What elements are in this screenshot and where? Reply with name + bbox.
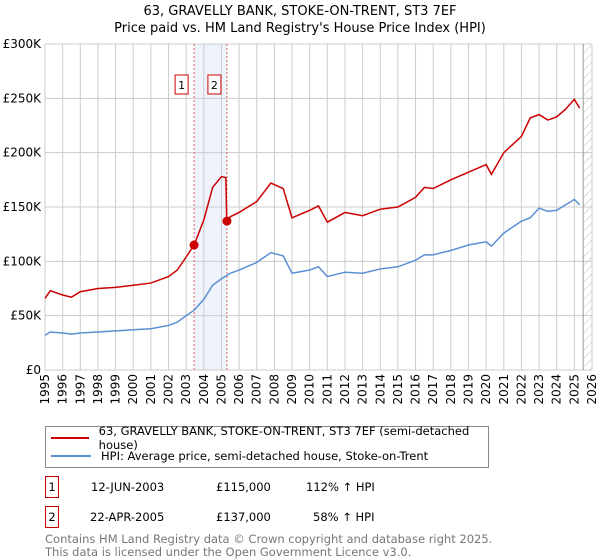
x-tick-label: 1998 — [91, 374, 105, 405]
x-tick-label: 2014 — [373, 374, 387, 405]
x-tick-label: 2003 — [179, 374, 193, 405]
y-tick-label: £150K — [3, 200, 43, 214]
sale-marker-box — [207, 74, 222, 95]
sale-point — [222, 216, 232, 226]
x-tick-label: 2018 — [444, 374, 458, 405]
x-tick-label: 2013 — [356, 374, 370, 405]
y-tick-label: £300K — [3, 37, 43, 51]
x-tick-label: 1999 — [109, 374, 123, 405]
legend-item-hpi: HPI: Average price, semi-detached house,… — [51, 447, 428, 465]
x-tick-label: 1997 — [73, 374, 87, 405]
legend-label: 63, GRAVELLY BANK, STOKE-ON-TRENT, ST3 7… — [98, 424, 470, 452]
x-tick-label: 2012 — [338, 374, 352, 405]
price-chart: 1995 1996 1997 1998 1999 2000 2001 2002 2003 2004… — [3, 37, 599, 405]
y-tick-label: £200K — [3, 146, 43, 160]
sale-marker: 1 — [45, 476, 59, 498]
x-tick-label: 2009 — [285, 374, 299, 405]
x-tick-label: 2005 — [214, 374, 228, 405]
footer: Contains HM Land Registry data © Crown c… — [45, 533, 492, 558]
x-tick-label: 2008 — [267, 374, 281, 405]
chart-subtitle: Price paid vs. HM Land Registry's House … — [114, 21, 486, 36]
hpi-line — [44, 198, 581, 336]
footer-line: This data is licensed under the Open Gov… — [45, 544, 412, 559]
legend-label: HPI: Average price, semi-detached house,… — [101, 449, 429, 463]
sale-price: £137,000 — [216, 510, 271, 524]
y-tick-label: £100K — [3, 254, 43, 268]
x-tick-label: 2015 — [391, 374, 405, 405]
x-tick-label: 2022 — [514, 374, 528, 405]
x-tick-label: 2026 — [585, 374, 599, 405]
x-tick-label: 2020 — [479, 374, 493, 405]
sale-point — [189, 240, 199, 250]
x-tick-label: 2019 — [461, 374, 475, 405]
footer-line: Contains HM Land Registry data © Crown c… — [45, 532, 493, 546]
y-tick-label: £0 — [26, 363, 41, 377]
sale-hpi: 58% ↑ HPI — [313, 510, 375, 524]
x-tick-label: 1995 — [38, 374, 52, 405]
sale-date: 12-JUN-2003 — [91, 480, 165, 494]
sale-hpi: 112% ↑ HPI — [306, 480, 375, 494]
sale-marker: 2 — [45, 506, 59, 528]
y-tick-label: £250K — [3, 91, 43, 105]
x-tick-label: 1996 — [56, 374, 70, 405]
sale-marker-label: 2 — [211, 79, 218, 92]
x-tick-label: 2016 — [409, 374, 423, 405]
y-tick-label: £50K — [10, 309, 42, 323]
x-tick-label: 2017 — [426, 374, 440, 405]
x-tick-label: 2023 — [532, 374, 546, 405]
sale-price: £115,000 — [216, 480, 271, 494]
x-tick-label: 2001 — [144, 374, 158, 405]
x-tick-label: 2007 — [250, 374, 264, 405]
x-tick-label: 2002 — [162, 374, 176, 405]
x-tick-label: 2004 — [197, 374, 211, 405]
legend: 63, GRAVELLY BANK, STOKE-ON-TRENT, ST3 7… — [45, 424, 489, 468]
x-tick-label: 2025 — [567, 374, 581, 405]
x-tick-label: 2000 — [126, 374, 140, 405]
x-tick-label: 2024 — [550, 374, 564, 405]
x-tick-label: 2011 — [320, 374, 334, 405]
sale-date: 22-APR-2005 — [90, 510, 165, 524]
property-line — [44, 98, 581, 299]
chart-title: 63, GRAVELLY BANK, STOKE-ON-TRENT, ST3 7… — [143, 4, 457, 19]
x-tick-label: 2010 — [303, 374, 317, 405]
legend-item-property: 63, GRAVELLY BANK, STOKE-ON-TRENT, ST3 7… — [51, 424, 488, 452]
x-tick-label: 2021 — [497, 374, 511, 405]
sale-marker-box — [174, 74, 189, 95]
sale-marker-label: 1 — [178, 79, 185, 92]
x-tick-label: 2006 — [232, 374, 246, 405]
